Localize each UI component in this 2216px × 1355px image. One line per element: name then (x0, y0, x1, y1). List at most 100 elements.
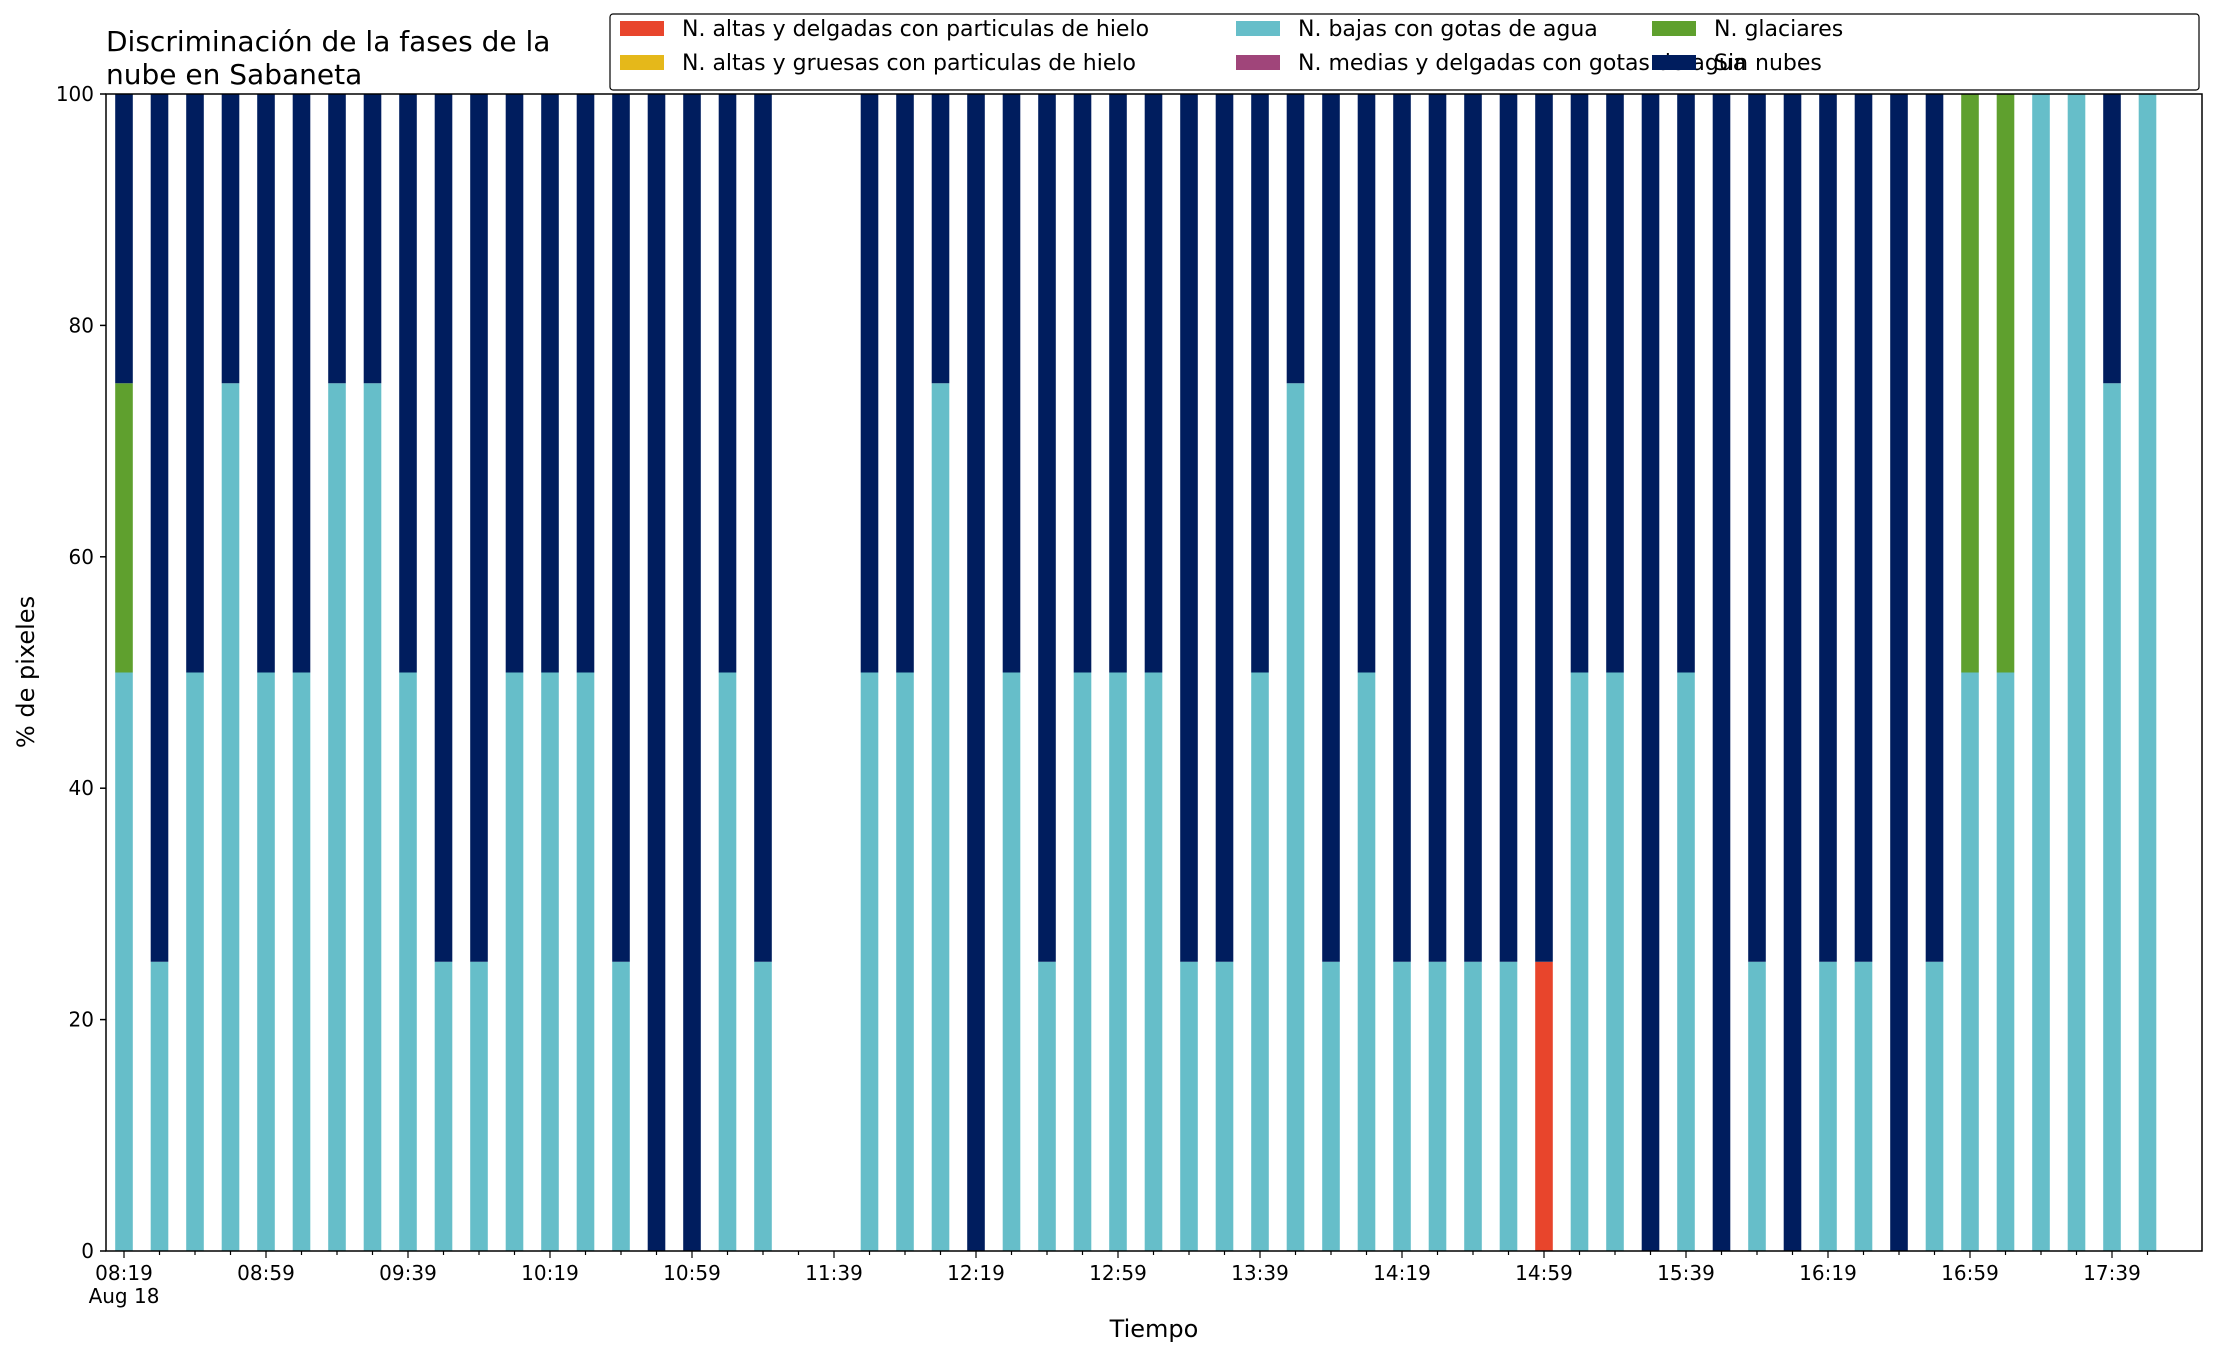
bar-segment-1259-series-2 (1109, 672, 1127, 1251)
bar-segment-1319-series-5 (1180, 94, 1198, 962)
bar-segment-1439-series-5 (1464, 94, 1482, 962)
bar-segment-1239-series-5 (1038, 94, 1056, 962)
x-tick-label: 11:39 (805, 1261, 863, 1285)
bar-segment-1639-series-5 (1890, 94, 1908, 1251)
legend-swatch (1236, 55, 1280, 70)
y-tick-label: 40 (69, 776, 94, 800)
y-tick-label: 60 (69, 545, 94, 569)
bar-segment-1329-series-5 (1215, 94, 1234, 962)
legend-box (609, 13, 2200, 91)
bar-segment-1719-series-2 (2032, 94, 2050, 1251)
bar-segment-0819-series-2 (115, 672, 133, 1251)
bar-segment-1229-series-5 (1002, 94, 1021, 673)
bar-segment-0949-series-2 (434, 961, 453, 1251)
legend-label: N. altas y gruesas con particulas de hie… (682, 51, 1136, 76)
x-tick-label: 08:59 (237, 1261, 295, 1285)
legend-swatch (1652, 21, 1696, 36)
bar-segment-0849-series-2 (221, 383, 240, 1251)
bar-segment-1009-series-5 (505, 94, 524, 673)
bar-segment-1559-series-5 (1748, 94, 1766, 962)
bar-segment-0819-series-5 (115, 94, 133, 384)
bar-segment-1549-series-5 (1712, 94, 1731, 1251)
bar-segment-1429-series-5 (1428, 94, 1447, 962)
bar-segment-1009-series-2 (505, 672, 524, 1251)
bar-segment-1409-series-5 (1357, 94, 1376, 673)
bar-segment-1259-series-5 (1109, 94, 1127, 673)
x-tick-label: 14:59 (1515, 1261, 1573, 1285)
bar-segment-1159-series-5 (896, 94, 914, 673)
bar-segment-0829-series-2 (150, 961, 169, 1251)
bar-segment-1349-series-2 (1286, 383, 1305, 1251)
bar-segment-0929-series-2 (363, 383, 382, 1251)
bar-segment-1539-series-5 (1677, 94, 1695, 673)
bar-segment-1319-series-2 (1180, 961, 1198, 1251)
bar-segment-1109-series-2 (718, 672, 737, 1251)
bar-segment-1649-series-5 (1925, 94, 1944, 962)
x-axis-label: Tiempo (1109, 1315, 1199, 1343)
bar-segment-1029-series-5 (576, 94, 595, 673)
bar-segment-1419-series-2 (1393, 961, 1411, 1251)
bar-segment-1359-series-2 (1322, 961, 1340, 1251)
bar-segment-1519-series-5 (1606, 94, 1624, 673)
bar-segment-1539-series-2 (1677, 672, 1695, 1251)
bar-segment-0829-series-5 (150, 94, 169, 962)
bar-segment-1039-series-5 (612, 94, 630, 962)
x-tick-label: 08:19 (95, 1261, 153, 1285)
bar-segment-1519-series-2 (1606, 672, 1624, 1251)
bar-segment-1029-series-2 (576, 672, 595, 1251)
bar-segment-1619-series-2 (1819, 961, 1837, 1251)
y-axis: 0 20 40 60 80 100 (56, 82, 106, 1263)
bar-segment-1309-series-5 (1144, 94, 1163, 673)
y-tick-label: 100 (56, 82, 94, 106)
legend-label: N. glaciares (1714, 17, 1843, 42)
legend-swatch (1236, 21, 1280, 36)
bar-segment-0919-series-5 (328, 94, 346, 384)
bar-segment-1409-series-2 (1357, 672, 1376, 1251)
bar-segment-0959-series-2 (470, 961, 488, 1251)
bar-segment-1659-series-4 (1961, 94, 1979, 673)
bar-segment-0909-series-5 (292, 94, 311, 673)
bar-segment-1019-series-5 (541, 94, 559, 673)
bar-segment-0919-series-2 (328, 383, 346, 1251)
bar-segment-1119-series-2 (754, 961, 772, 1251)
chart-title-line-2: nube en Sabaneta (106, 58, 362, 91)
bar-segment-1709-series-4 (1996, 94, 2015, 673)
x-date-label: Aug 18 (89, 1284, 160, 1308)
bar-segment-1239-series-2 (1038, 961, 1056, 1251)
bar-segment-1629-series-5 (1854, 94, 1873, 962)
bar-segment-0859-series-5 (257, 94, 275, 673)
bar-segment-1219-series-5 (967, 94, 985, 1251)
bar-segment-1309-series-2 (1144, 672, 1163, 1251)
bar-segment-1429-series-2 (1428, 961, 1447, 1251)
bar-segment-0859-series-2 (257, 672, 275, 1251)
bar-segment-1509-series-5 (1570, 94, 1589, 673)
bars-layer (115, 94, 2157, 1251)
x-tick-label: 16:59 (1941, 1261, 1999, 1285)
bar-segment-1119-series-5 (754, 94, 772, 962)
bar-segment-0849-series-5 (221, 94, 240, 384)
bar-segment-1729-series-2 (2067, 94, 2086, 1251)
x-tick-label: 16:19 (1799, 1261, 1857, 1285)
bar-segment-1439-series-2 (1464, 961, 1482, 1251)
bar-segment-1039-series-2 (612, 961, 630, 1251)
bar-segment-1159-series-2 (896, 672, 914, 1251)
x-tick-label: 13:39 (1231, 1261, 1289, 1285)
bar-segment-0929-series-5 (363, 94, 382, 384)
bar-segment-0819-series-4 (115, 383, 133, 673)
bar-segment-1249-series-5 (1073, 94, 1092, 673)
bar-segment-1449-series-5 (1499, 94, 1518, 962)
bar-segment-1349-series-5 (1286, 94, 1305, 384)
bar-segment-1749-series-2 (2138, 94, 2157, 1251)
bar-segment-0939-series-2 (399, 672, 417, 1251)
x-tick-label: 10:19 (521, 1261, 579, 1285)
bar-segment-1619-series-5 (1819, 94, 1837, 962)
x-tick-label: 12:59 (1089, 1261, 1147, 1285)
legend-swatch (1652, 55, 1696, 70)
chart-title-line-1: Discriminación de la fases de la (106, 25, 550, 58)
bar-segment-1229-series-2 (1002, 672, 1021, 1251)
bar-segment-1609-series-5 (1783, 94, 1802, 1251)
bar-segment-1739-series-5 (2103, 94, 2121, 384)
y-tick-label: 80 (69, 313, 94, 337)
bar-segment-1049-series-5 (647, 94, 666, 1251)
